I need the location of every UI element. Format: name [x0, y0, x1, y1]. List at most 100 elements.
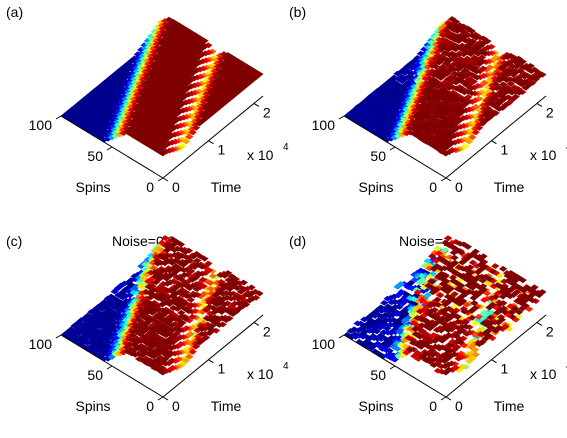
surface-cell [152, 254, 161, 261]
surface-cell [461, 319, 470, 326]
surface-cell [429, 362, 439, 369]
surface-cell [500, 90, 509, 96]
surface-cell [519, 287, 529, 294]
y-tick-label: 0 [172, 179, 180, 195]
surface-cell [163, 280, 172, 287]
surface-cell [433, 83, 443, 90]
x-axis-label: Spins [358, 398, 393, 414]
y-tick [162, 177, 169, 182]
surface-cell [424, 343, 433, 350]
surface-cell [82, 335, 92, 341]
surface-cell [195, 339, 204, 346]
surface-cell [434, 250, 443, 257]
surface-plot: 0 50 100 0 1 2 Spins Time x 10 4 [29, 235, 289, 414]
surface-cell [464, 358, 474, 365]
surface-cell [377, 308, 386, 314]
surface-cell [385, 94, 394, 101]
surface-cell [503, 54, 512, 61]
surface-cell [218, 291, 228, 298]
surface-cell [468, 314, 477, 321]
surface-cell [383, 329, 392, 336]
x-tick-label: 50 [370, 148, 386, 164]
surface-cell [451, 46, 460, 53]
surface-cell [444, 46, 453, 53]
y-tick [536, 103, 543, 107]
surface-cell [150, 358, 159, 365]
surface-cell [510, 305, 520, 312]
y-tick-label: 2 [546, 104, 554, 120]
surface-cell [409, 125, 418, 132]
y-tick [445, 396, 452, 401]
surface-cell [425, 51, 434, 57]
y-tick-label: 2 [263, 323, 271, 339]
y-tick-label: 0 [455, 398, 463, 414]
surface-cell [440, 363, 450, 370]
surface-cell [136, 283, 146, 290]
surface-cell [137, 263, 146, 270]
surface-cell [139, 334, 149, 341]
surface-cell [459, 51, 468, 58]
surface-cell [185, 285, 194, 291]
surface-cell [137, 290, 147, 297]
surface-cell [162, 247, 172, 254]
y-tick [208, 359, 214, 364]
surface-cell [453, 313, 462, 320]
surface-cell [481, 117, 490, 124]
x-tick-label: 100 [312, 117, 336, 133]
surface-cell [422, 115, 432, 121]
surface-cell [115, 131, 124, 138]
surface-cell [95, 347, 104, 354]
surface-cell [153, 260, 162, 267]
x-tick [338, 115, 345, 120]
surface-cell [70, 322, 79, 329]
surface-cell [385, 313, 394, 320]
surface-cell [507, 309, 516, 316]
surface-cell [494, 319, 503, 326]
y-tick-label: 0 [455, 179, 463, 195]
surface-cell [107, 353, 116, 360]
surface-cell [491, 327, 500, 334]
surface-cell [420, 46, 429, 53]
surface-cell [397, 288, 406, 295]
surface-cell [142, 271, 152, 278]
surface-cell [97, 306, 107, 312]
surface-cell [469, 295, 478, 301]
surface-cell [433, 301, 443, 308]
surface-cell [168, 327, 177, 333]
surface-cell [423, 258, 432, 264]
surface-cell [236, 288, 246, 295]
surface-cell [499, 81, 508, 88]
x-axis-label: Spins [358, 179, 393, 195]
x-axis-label: Spins [75, 179, 110, 195]
surface-cell [383, 325, 392, 332]
surface-cell [204, 260, 213, 267]
surface-cell [191, 343, 201, 350]
surface-cell [423, 292, 432, 298]
surface-cell [162, 275, 171, 282]
time-multiplier: x 10 [247, 366, 274, 382]
surface-cell [194, 271, 204, 278]
x-tick-label: 50 [87, 148, 103, 164]
surface-cell [514, 309, 524, 315]
surface-cell [444, 235, 453, 242]
surface-cell [205, 280, 215, 286]
surface-cell [494, 105, 504, 112]
surface-cell [353, 320, 362, 327]
surface-cell [432, 135, 441, 142]
surface-cell [195, 120, 204, 127]
surface-cell [111, 132, 120, 139]
y-tick [491, 359, 497, 364]
surface-cell [430, 338, 440, 344]
surface-cell [423, 64, 432, 71]
surface-cell [476, 256, 485, 262]
surface-cell [474, 124, 484, 131]
surface-cell [380, 299, 389, 306]
surface-cell [470, 346, 480, 353]
surface-cell [167, 316, 176, 323]
surface-cell [395, 304, 404, 310]
surface-cell [518, 277, 527, 284]
surface-cell [438, 63, 448, 70]
surface-cell [428, 347, 437, 354]
panel-b: (b) 0 50 100 0 1 2 Spins Time x 10 4 [283, 0, 567, 219]
surface-cell [422, 335, 432, 342]
